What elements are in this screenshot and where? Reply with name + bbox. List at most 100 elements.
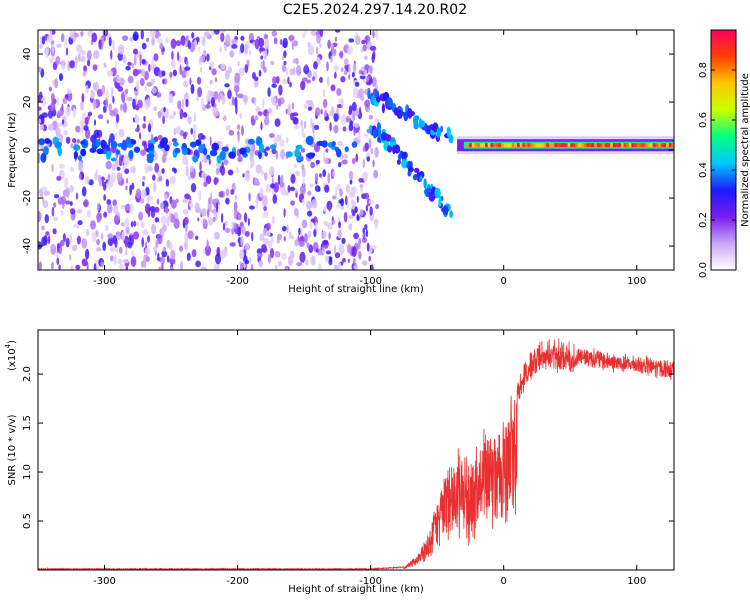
band-blob [77, 155, 83, 162]
noise-blob [281, 252, 287, 260]
noise-blob [293, 208, 299, 216]
noise-blob [59, 239, 65, 247]
noise-blob [299, 185, 306, 195]
noise-blob [41, 112, 48, 118]
noise-blob [294, 239, 299, 247]
noise-blob [234, 195, 238, 200]
noise-blob [170, 199, 177, 209]
noise-blob [243, 43, 249, 55]
noise-blob [38, 211, 42, 222]
noise-blob [133, 54, 137, 66]
colorbar-ticks: 0.0 0.2 0.4 0.6 0.8 [698, 62, 736, 278]
noise-blob [332, 42, 338, 47]
noise-blob [368, 138, 372, 149]
noise-blob [342, 257, 346, 263]
band-blob [228, 151, 237, 159]
noise-blob [136, 69, 143, 74]
carrier-core [655, 143, 659, 148]
noise-blob [273, 182, 280, 193]
noise-blob [132, 98, 136, 110]
noise-blob [104, 225, 109, 232]
noise-blob [169, 71, 173, 78]
noise-blob [220, 249, 226, 259]
noise-blob [185, 99, 189, 108]
noise-blob [271, 216, 275, 225]
noise-blob [310, 30, 317, 36]
noise-blob [84, 175, 90, 184]
noise-blob [53, 202, 57, 208]
branch-blob [436, 127, 442, 138]
noise-blob [261, 200, 265, 206]
noise-blob [190, 83, 195, 95]
noise-blob [71, 244, 78, 252]
noise-blob [299, 226, 303, 237]
band-blob [270, 144, 276, 150]
noise-blob [237, 131, 240, 143]
noise-blob [141, 58, 146, 65]
x-tick-label: 0 [501, 576, 507, 587]
noise-blob [168, 93, 174, 104]
band-blob [80, 140, 86, 145]
noise-blob [47, 109, 54, 119]
noise-blob [365, 35, 368, 46]
noise-blob [362, 232, 366, 240]
noise-blob [211, 68, 217, 76]
noise-blob [281, 64, 287, 72]
noise-blob [153, 182, 157, 193]
noise-blob [143, 115, 146, 122]
noise-blob [209, 91, 215, 97]
noise-blob [202, 104, 207, 112]
noise-blob [351, 101, 357, 112]
noise-blob [193, 111, 196, 123]
noise-blob [150, 209, 156, 218]
noise-blob [237, 156, 243, 163]
carrier-core [588, 143, 592, 148]
noise-blob [187, 40, 191, 50]
noise-blob [181, 155, 188, 165]
noise-blob [157, 170, 163, 177]
noise-blob [330, 42, 334, 50]
noise-blob [244, 64, 249, 74]
noise-blob [242, 173, 245, 178]
noise-blob [322, 89, 326, 97]
noise-blob [97, 202, 100, 211]
noise-blob [362, 158, 366, 169]
noise-blob [361, 260, 368, 266]
carrier-core [628, 143, 632, 148]
carrier-core [482, 143, 486, 148]
noise-blob [111, 162, 116, 172]
noise-blob [201, 171, 206, 178]
noise-blob [65, 47, 69, 56]
noise-blob [313, 61, 318, 70]
noise-blob [217, 93, 221, 103]
band-blob [296, 155, 303, 162]
noise-blob [218, 191, 224, 198]
noise-blob [318, 263, 322, 270]
noise-blob [61, 103, 64, 112]
noise-blob [114, 132, 118, 138]
noise-blob [342, 154, 349, 159]
carrier-core [604, 143, 608, 148]
noise-blob [191, 249, 197, 258]
carrier-core [583, 143, 587, 148]
noise-blob [209, 136, 212, 147]
noise-blob [116, 77, 121, 83]
noise-blob [325, 148, 329, 153]
noise-blob [69, 166, 74, 172]
noise-blob [240, 35, 245, 41]
noise-blob [88, 179, 94, 186]
noise-blob [286, 137, 289, 144]
noise-blob [368, 114, 373, 120]
band-blob [258, 143, 265, 154]
noise-blob [235, 166, 239, 174]
noise-blob [190, 183, 197, 193]
noise-blob [326, 61, 329, 72]
noise-blob [142, 123, 147, 129]
colorbar-tick-label: 0.4 [698, 162, 709, 178]
noise-blob [364, 64, 370, 71]
carrier-core [501, 143, 505, 148]
noise-blob [75, 264, 81, 270]
carrier-core [548, 143, 553, 148]
noise-blob [69, 201, 73, 206]
carrier-core [631, 143, 635, 148]
